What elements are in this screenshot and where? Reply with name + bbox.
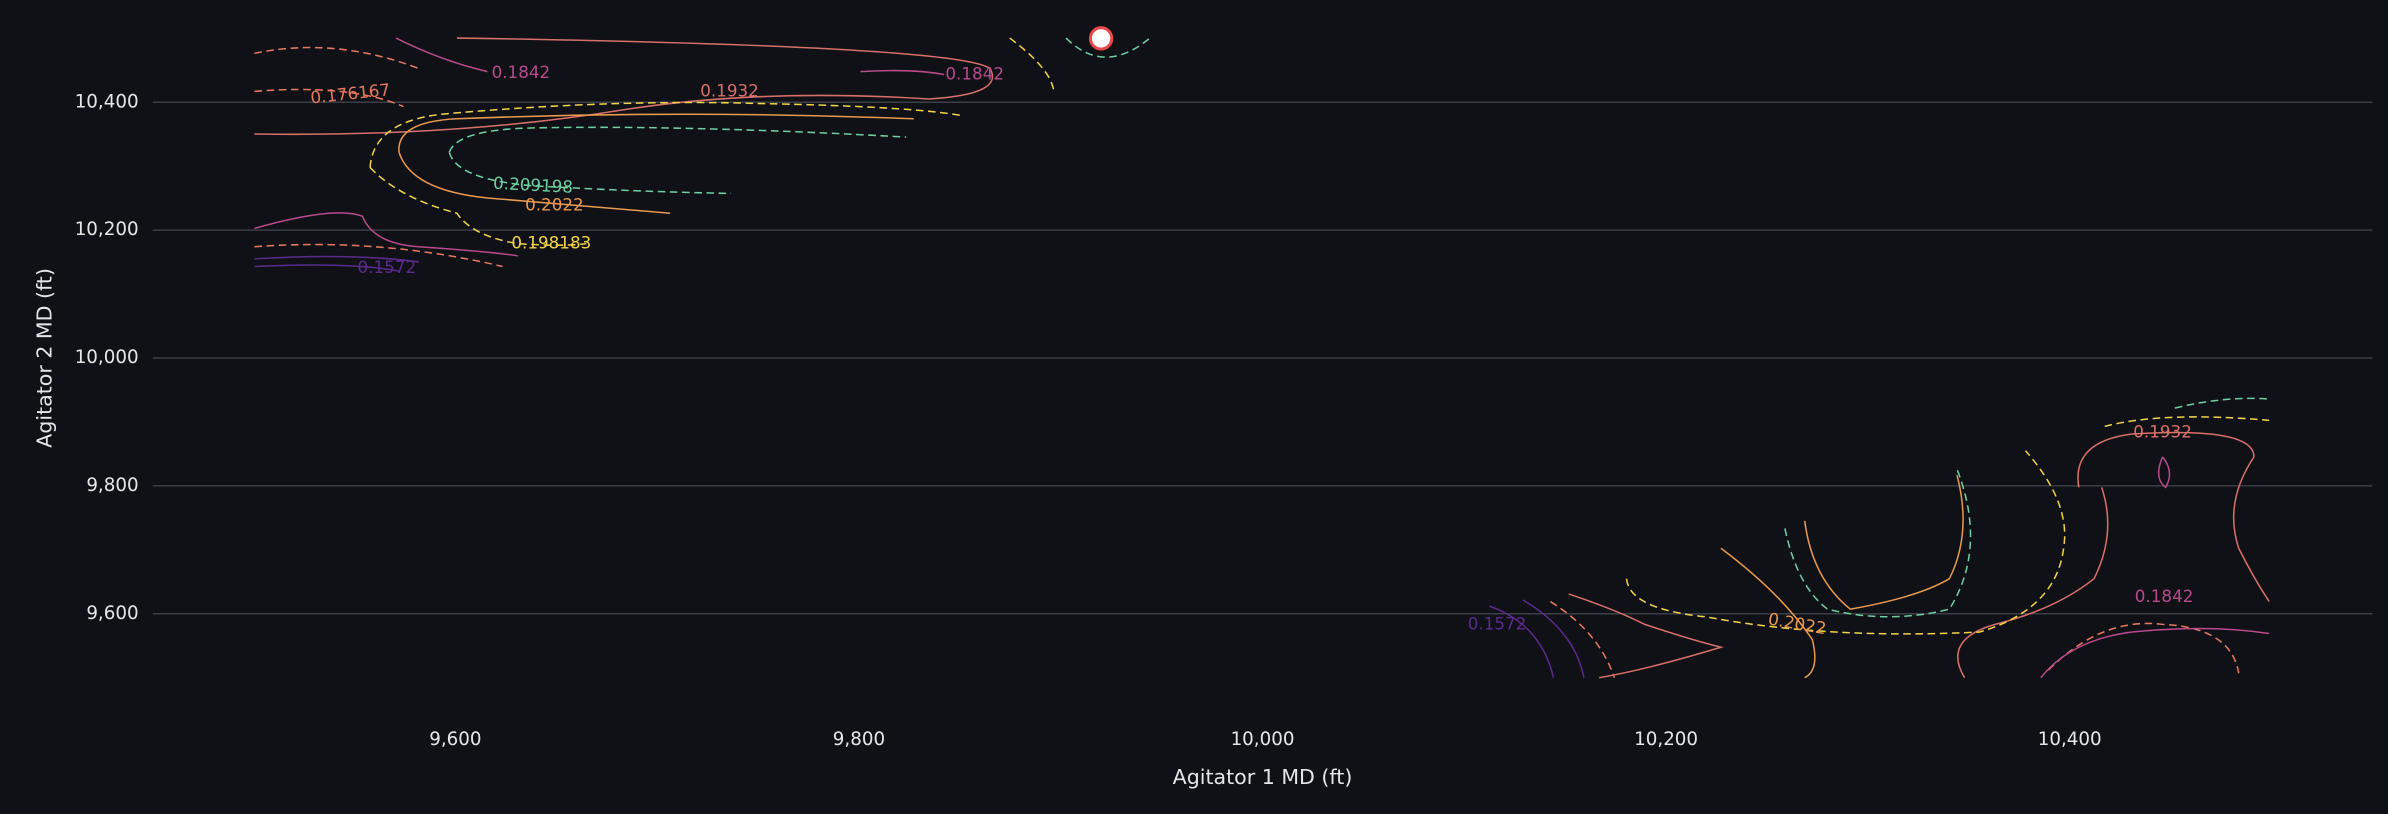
marker [1088, 26, 1114, 51]
contour-line [254, 243, 503, 268]
x-tick-label: 10,000 [1231, 729, 1295, 750]
contour-label: 0.1842 [2135, 586, 2194, 606]
x-tick-label: 10,400 [2038, 729, 2102, 750]
contour-line [448, 126, 907, 153]
contour-label: 0.1842 [492, 62, 551, 82]
contour-line [254, 255, 419, 263]
contour-label: 0.1842 [945, 64, 1004, 84]
contour-line [2040, 627, 2270, 679]
contour-line [369, 166, 587, 246]
grid [152, 101, 2373, 615]
contour-line [254, 46, 420, 70]
contour-line [254, 37, 994, 136]
contour-line [1489, 605, 1555, 678]
contour-line [2047, 622, 2240, 674]
contour-label: 0.1572 [1468, 613, 1527, 633]
contour-label: 0.209198 [493, 173, 574, 197]
x-tick-label: 9,600 [429, 729, 481, 750]
y-tick-label: 10,000 [75, 347, 139, 368]
contour-line [1720, 547, 1816, 679]
contour-label: 0.198183 [511, 233, 591, 253]
contour-line [448, 152, 732, 195]
y-tick-label: 10,400 [75, 91, 139, 112]
y-tick-label: 10,200 [75, 219, 139, 240]
contour-line [1625, 450, 2066, 635]
x-axis-title: Agitator 1 MD (ft) [1173, 765, 1353, 789]
contour-line [2174, 397, 2270, 409]
contour-line [254, 264, 400, 272]
contour-line [254, 212, 518, 257]
contour-label: 0.1932 [700, 80, 759, 100]
y-axis-title: Agitator 2 MD (ft) [33, 268, 57, 448]
contour-line [1549, 600, 1616, 678]
contour-line [254, 88, 404, 108]
contour-line [1568, 593, 1724, 679]
y-tick-label: 9,600 [86, 603, 138, 624]
contour-line [1956, 487, 2109, 679]
contour-label: 0.1572 [358, 257, 417, 277]
contour-line [2157, 456, 2171, 489]
x-tick-label: 10,200 [1634, 729, 1698, 750]
x-tick-label: 9,800 [833, 729, 885, 750]
contour-line [2104, 416, 2270, 428]
contour-line [1009, 37, 1055, 92]
contour-label: 0.1932 [2133, 422, 2192, 442]
contour-line [860, 69, 945, 76]
contour-line [395, 37, 488, 73]
contour-line [398, 152, 671, 214]
contour-line [1522, 599, 1585, 678]
y-tick-label: 9,800 [86, 475, 138, 496]
contour-line [398, 113, 914, 153]
contours [254, 37, 2270, 679]
contour-line [369, 101, 963, 168]
contour-line [1784, 468, 1972, 618]
points [1088, 26, 1114, 51]
axes: 9,600 9,800 10,000 10,200 10,400 9,600 9,800 10… [75, 91, 2102, 750]
contour-line [1803, 474, 1964, 610]
contour-line [2077, 431, 2270, 602]
contour-labels: 0.1842 0.18420.18420.19320.19320.1761670.… [309, 62, 2193, 638]
contour-label: 0.2022 [525, 195, 584, 215]
